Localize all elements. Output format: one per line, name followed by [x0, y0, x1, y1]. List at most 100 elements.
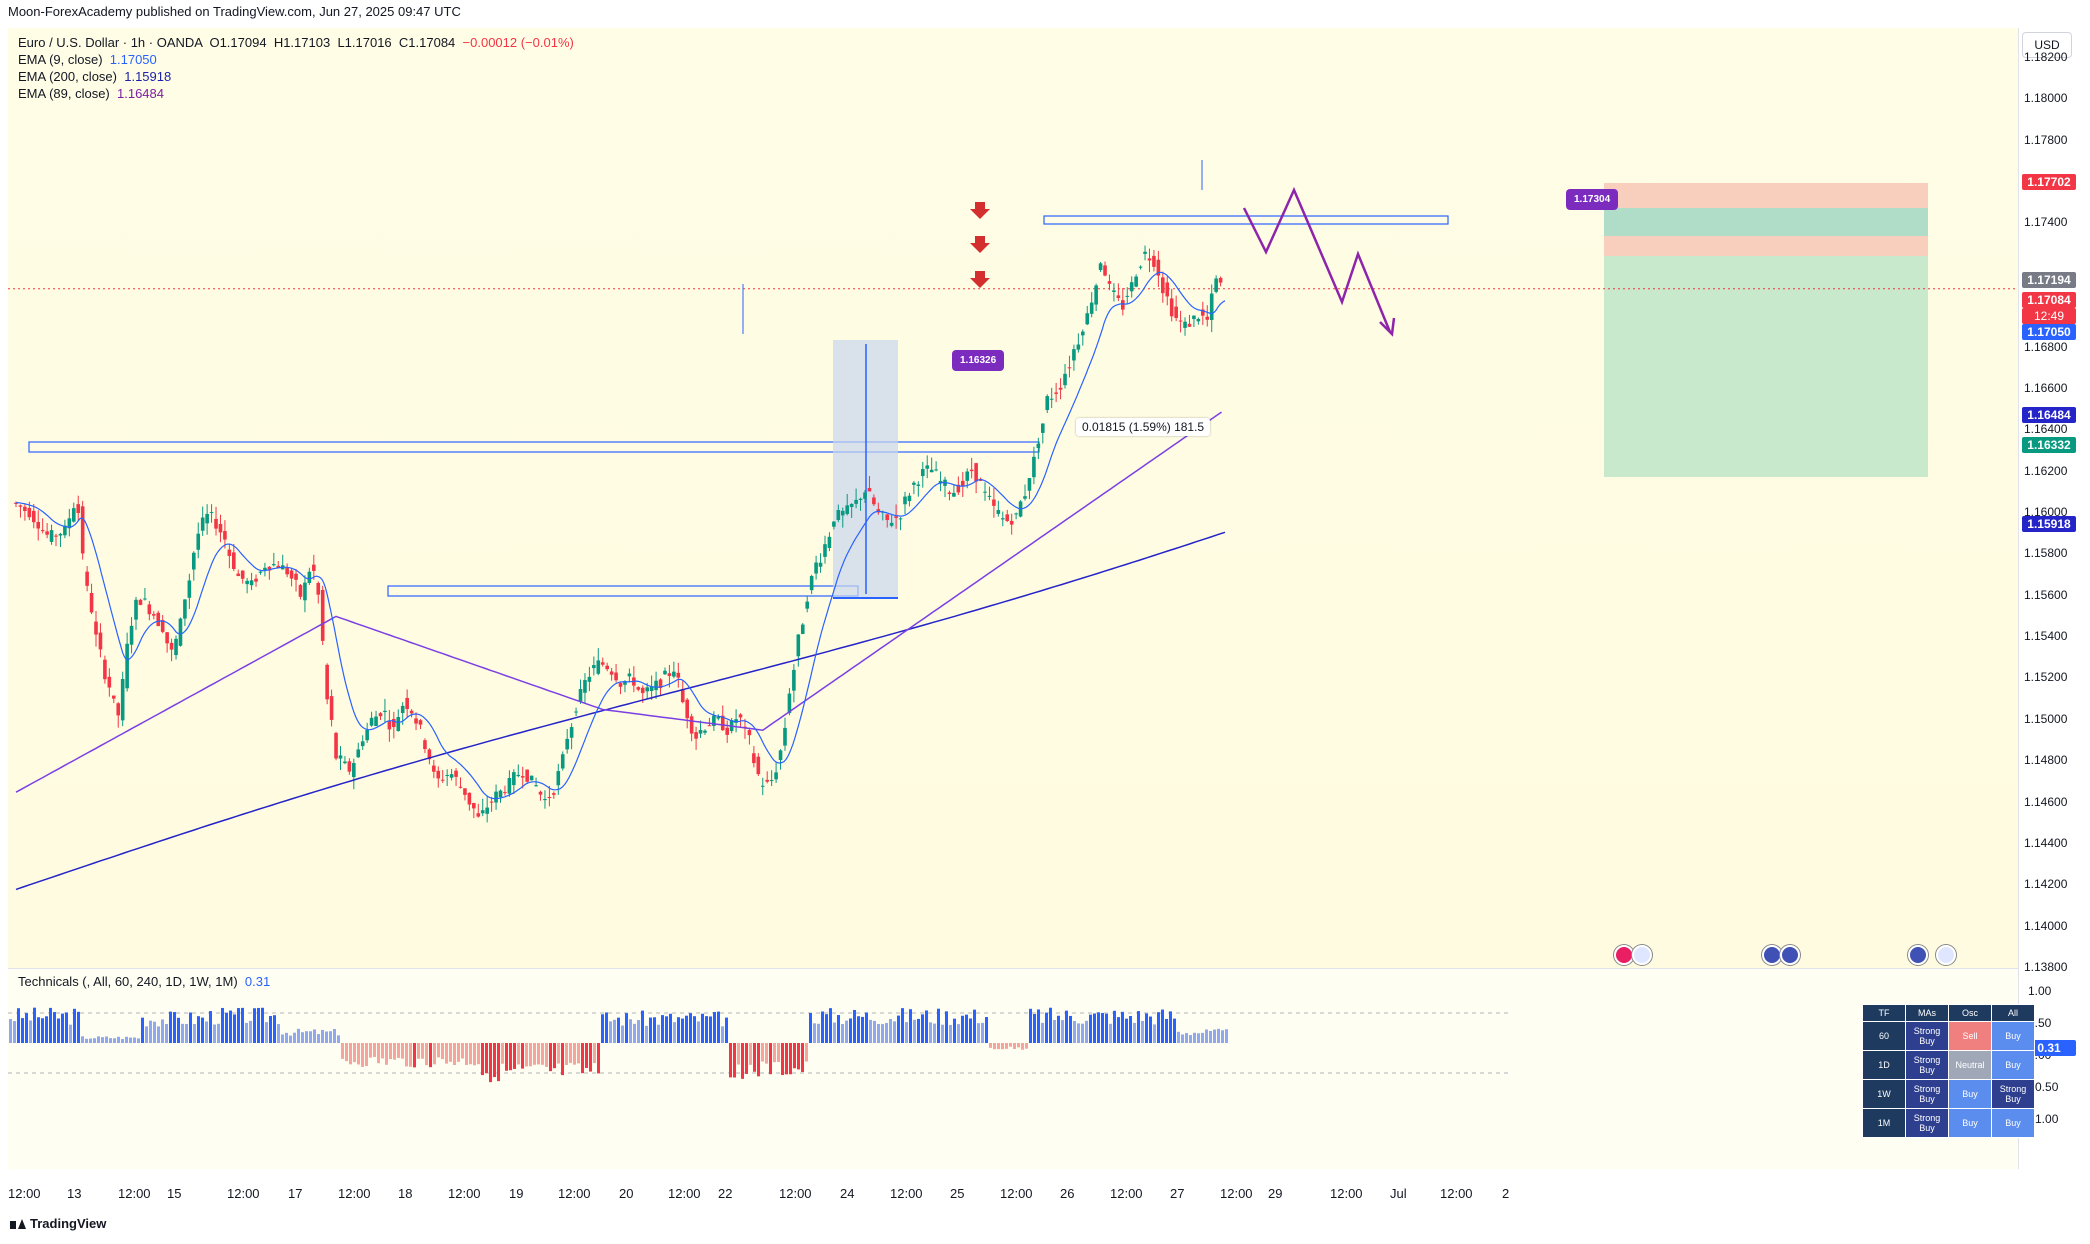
- histogram-bar: [369, 1043, 372, 1058]
- tradingview-brand[interactable]: TradingView: [10, 1216, 106, 1231]
- histogram-bar: [165, 1024, 168, 1043]
- price-scale-label: 1.14800: [2024, 753, 2068, 768]
- candle-body: [94, 621, 98, 635]
- candle-body: [374, 716, 378, 727]
- projection-arrow-icon: [1379, 317, 1396, 337]
- histogram-bar: [1061, 1020, 1064, 1043]
- event-flash-icon[interactable]: [1614, 945, 1634, 965]
- eu-flag-icon[interactable]: [1780, 945, 1800, 965]
- histogram-bar: [349, 1043, 352, 1065]
- price-scale-label: 1.15200: [2024, 670, 2068, 685]
- candle-body: [507, 777, 512, 794]
- chart-pane[interactable]: [8, 28, 2019, 968]
- histogram-bar: [1209, 1030, 1212, 1043]
- th-osc: Osc: [1948, 1004, 1992, 1022]
- histogram-bar: [1045, 1012, 1048, 1043]
- candle-body: [1103, 265, 1107, 276]
- histogram-bar: [609, 1021, 612, 1043]
- histogram-bar: [449, 1043, 452, 1062]
- histogram-bar: [833, 1022, 836, 1043]
- histogram-bar: [25, 1013, 28, 1043]
- candle-body: [956, 484, 961, 493]
- histogram-bar: [285, 1032, 288, 1043]
- candle-body: [645, 687, 649, 692]
- candle-body: [707, 725, 712, 727]
- histogram-bar: [769, 1043, 772, 1075]
- candle-body: [685, 699, 689, 719]
- time-axis-label: 19: [509, 1186, 524, 1201]
- histogram-bar: [901, 1008, 904, 1043]
- histogram-bar: [85, 1038, 88, 1043]
- histogram-bar: [565, 1043, 568, 1065]
- histogram-bar: [329, 1031, 332, 1043]
- candle-body: [858, 498, 863, 500]
- histogram-bar: [601, 1014, 604, 1043]
- candle-body: [1174, 306, 1178, 319]
- candle-body: [543, 798, 547, 801]
- histogram-bar: [453, 1043, 456, 1066]
- histogram-bar: [37, 1017, 40, 1043]
- histogram-bar: [1153, 1024, 1156, 1043]
- histogram-bar: [461, 1043, 464, 1059]
- candle-body: [1049, 398, 1054, 400]
- histogram-bar: [1137, 1011, 1140, 1043]
- histogram-bar: [849, 1018, 852, 1043]
- candle-body: [169, 642, 174, 650]
- time-axis-label: 12:00: [558, 1186, 591, 1201]
- candle-body: [160, 620, 165, 632]
- us-flag-icon[interactable]: [1632, 945, 1652, 965]
- histogram-bar: [421, 1043, 424, 1059]
- candle-body: [1098, 263, 1103, 270]
- histogram-bar: [437, 1043, 440, 1058]
- candle-body: [769, 780, 774, 782]
- ema200-row[interactable]: EMA (200, close) 1.15918: [18, 68, 574, 85]
- histogram-bar: [77, 1011, 80, 1043]
- us-flag-icon[interactable]: [1936, 945, 1956, 965]
- candle-body: [409, 710, 414, 714]
- candle-body: [747, 730, 752, 736]
- candle-body: [418, 720, 423, 725]
- down-arrow-icon: [970, 271, 990, 288]
- technicals-header[interactable]: Technicals (, All, 60, 240, 1D, 1W, 1M) …: [18, 974, 270, 989]
- candle-body: [556, 771, 561, 786]
- technicals-pane[interactable]: [8, 968, 2019, 1169]
- price-chart-svg[interactable]: [8, 28, 2018, 968]
- candle-body: [569, 727, 574, 738]
- candle-body: [863, 492, 867, 499]
- price-scale-label: 1.16200: [2024, 463, 2068, 478]
- callout-resistance-price[interactable]: 1.16326: [952, 350, 1005, 371]
- histogram-bar: [693, 1016, 696, 1043]
- ema89-row[interactable]: EMA (89, close) 1.16484: [18, 85, 574, 102]
- candle-body: [1009, 520, 1014, 525]
- ema9-row[interactable]: EMA (9, close) 1.17050: [18, 51, 574, 68]
- candle-body: [1152, 255, 1156, 267]
- candle-body: [498, 790, 503, 798]
- measure-label[interactable]: 0.01815 (1.59%) 181.5: [1076, 418, 1211, 436]
- histogram-bar: [33, 1007, 36, 1043]
- callout-high-price[interactable]: 1.17304: [1566, 189, 1619, 210]
- candle-body: [129, 625, 134, 645]
- symbol-name[interactable]: Euro / U.S. Dollar · 1h · OANDA: [18, 35, 203, 50]
- candle-body: [369, 717, 374, 726]
- candle-body: [849, 503, 854, 507]
- eu-flag-icon[interactable]: [1762, 945, 1782, 965]
- histogram-bar: [261, 1007, 264, 1043]
- technicals-histogram: [8, 1007, 1508, 1083]
- price-scale-label: 1.16600: [2024, 380, 2068, 395]
- currency-button[interactable]: USD: [2022, 32, 2072, 58]
- candle-body: [1205, 316, 1210, 320]
- price-scale-label: 1.14400: [2024, 835, 2068, 850]
- candle-body: [209, 512, 214, 514]
- candle-body: [752, 753, 756, 764]
- candle-body: [67, 518, 72, 529]
- eu-flag-icon[interactable]: [1908, 945, 1928, 965]
- histogram-bar: [937, 1008, 940, 1043]
- histogram-bar: [1185, 1033, 1188, 1043]
- cell-tf: 1D: [1862, 1050, 1906, 1080]
- histogram-bar: [313, 1029, 316, 1043]
- time-axis-label: 12:00: [338, 1186, 371, 1201]
- candle-body: [583, 680, 587, 693]
- candle-body: [578, 688, 583, 702]
- time-axis-label: 12:00: [118, 1186, 151, 1201]
- candle-body: [987, 495, 992, 497]
